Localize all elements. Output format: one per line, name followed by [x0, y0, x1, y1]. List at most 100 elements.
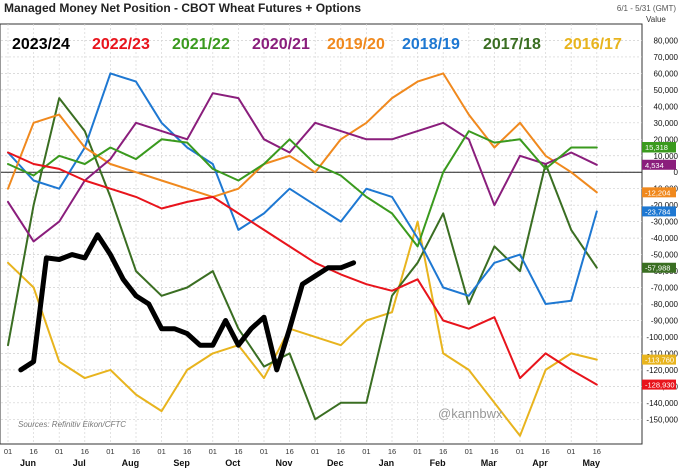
- legend-item: 2020/21: [252, 36, 310, 53]
- series-line: [7, 130, 598, 248]
- date-range: 6/1 - 5/31 (GMT): [617, 4, 676, 13]
- x-tick-day: 16: [81, 447, 89, 456]
- legend-item: 2023/24: [12, 36, 70, 53]
- x-tick-day: 16: [29, 447, 37, 456]
- value-tag-label: 15,318: [645, 143, 668, 152]
- value-axis-header: Value: [646, 15, 666, 24]
- x-tick-month: Nov: [275, 458, 292, 468]
- value-tag-label: -57,988: [645, 264, 670, 273]
- x-tick-day: 16: [439, 447, 447, 456]
- x-tick-day: 16: [490, 447, 498, 456]
- y-tick-label: -110,000: [647, 349, 679, 358]
- value-tag: [642, 206, 676, 217]
- y-tick-label: -70,000: [651, 284, 679, 293]
- x-axis: 01 Jun 16 01 Jul 16 01 Aug 16 01 Sep 16 01 Oct 16 01 Nov…: [4, 447, 601, 468]
- x-tick-month: Oct: [225, 458, 240, 468]
- value-tag: [642, 379, 676, 390]
- x-tick-day: 01: [157, 447, 165, 456]
- x-tick-month: Jan: [379, 458, 395, 468]
- x-tick-month: Dec: [327, 458, 344, 468]
- x-tick-month: Mar: [481, 458, 498, 468]
- x-tick-month: Jul: [73, 458, 86, 468]
- y-axis: 80,000 70,000 60,000 50,000 40,000 30,000 20,0…: [646, 36, 678, 424]
- value-tag-label: -23,784: [645, 207, 670, 216]
- x-tick-month: Apr: [532, 458, 548, 468]
- y-tick-label: -30,000: [651, 218, 679, 227]
- x-tick-day: 01: [362, 447, 370, 456]
- x-tick-day: 01: [465, 447, 473, 456]
- y-tick-label: 70,000: [654, 53, 679, 62]
- series-lines: [7, 72, 598, 437]
- y-tick-label: -90,000: [651, 316, 679, 325]
- x-tick-month: Jun: [20, 458, 36, 468]
- legend: 2023/24 2022/23 2021/22 2020/21 2019/20 2018/…: [12, 36, 622, 53]
- x-tick-day: 16: [593, 447, 601, 456]
- x-tick-day: 01: [516, 447, 524, 456]
- source-note: Sources: Refinitiv Eikon/CFTC: [18, 420, 126, 429]
- plot-area: [0, 23, 643, 445]
- x-tick-month: May: [582, 458, 600, 468]
- x-tick-day: 01: [567, 447, 575, 456]
- series-line: [7, 72, 598, 198]
- author-handle: @kannbwx: [438, 406, 503, 421]
- value-tag: [642, 142, 676, 153]
- value-tag: [642, 159, 676, 170]
- value-tag: [642, 354, 676, 365]
- series-line: [7, 220, 598, 437]
- value-tag-label: 4,534: [645, 161, 664, 170]
- y-tick-label: -40,000: [651, 234, 679, 243]
- x-tick-month: Feb: [430, 458, 447, 468]
- x-tick-day: 01: [260, 447, 268, 456]
- x-tick-day: 01: [413, 447, 421, 456]
- series-line: [7, 151, 598, 386]
- x-tick-day: 16: [183, 447, 191, 456]
- x-tick-day: 16: [541, 447, 549, 456]
- x-tick-day: 16: [285, 447, 293, 456]
- x-tick-day: 01: [4, 447, 12, 456]
- x-tick-day: 16: [388, 447, 396, 456]
- x-tick-day: 01: [106, 447, 114, 456]
- legend-item: 2017/18: [483, 36, 541, 53]
- y-tick-label: -80,000: [651, 300, 679, 309]
- y-tick-label: 10,000: [654, 152, 679, 161]
- y-tick-label: 40,000: [654, 102, 679, 111]
- legend-item: 2016/17: [564, 36, 622, 53]
- y-tick-label: 50,000: [654, 86, 679, 95]
- series-line: [7, 97, 598, 421]
- legend-item: 2018/19: [402, 36, 460, 53]
- y-tick-label: -120,000: [646, 366, 678, 375]
- grid: [1, 24, 642, 444]
- series-line: [7, 72, 598, 305]
- y-tick-label: 80,000: [654, 36, 679, 45]
- legend-item: 2022/23: [92, 36, 150, 53]
- value-tag-label: -128,930: [645, 381, 675, 390]
- x-tick-day: 01: [55, 447, 63, 456]
- x-tick-month: Aug: [122, 458, 140, 468]
- x-tick-day: 16: [234, 447, 242, 456]
- y-tick-label: -150,000: [646, 415, 678, 424]
- legend-item: 2019/20: [327, 36, 385, 53]
- y-tick-label: 0: [674, 168, 679, 177]
- y-tick-label: 30,000: [654, 119, 679, 128]
- y-tick-label: -100,000: [646, 333, 678, 342]
- x-tick-day: 01: [311, 447, 319, 456]
- legend-item: 2021/22: [172, 36, 230, 53]
- last-value-tags: -128,93015,0244,534-12,204-23,784-57,988…: [642, 142, 676, 390]
- value-tag: [642, 262, 676, 273]
- series-line: [7, 92, 598, 243]
- series-line: [18, 232, 357, 373]
- value-tag: [642, 187, 676, 198]
- chart-title: Managed Money Net Position - CBOT Wheat …: [4, 1, 361, 15]
- y-tick-label: -140,000: [646, 399, 678, 408]
- value-tag-label: -113,760: [645, 356, 674, 365]
- plot-frame: [0, 23, 643, 445]
- y-tick-label: -50,000: [651, 251, 679, 260]
- x-tick-month: Sep: [173, 458, 190, 468]
- x-tick-day: 16: [132, 447, 140, 456]
- y-tick-label: -20,000: [651, 201, 679, 210]
- value-tag-label: -12,204: [645, 188, 670, 197]
- y-tick-label: 20,000: [654, 135, 679, 144]
- y-tick-label: 60,000: [654, 69, 679, 78]
- x-tick-day: 01: [209, 447, 217, 456]
